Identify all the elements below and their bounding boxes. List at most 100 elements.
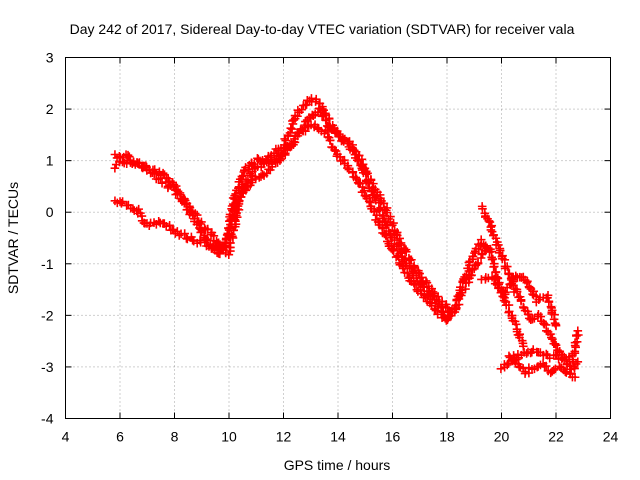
data-point bbox=[511, 320, 521, 329]
data-point bbox=[570, 372, 580, 382]
data-point bbox=[325, 135, 335, 145]
y-tick-label: -3 bbox=[41, 359, 54, 375]
data-point bbox=[234, 196, 244, 206]
data-point bbox=[393, 251, 402, 261]
data-point bbox=[492, 280, 502, 290]
data-point bbox=[110, 163, 120, 173]
data-point bbox=[489, 262, 498, 272]
data-point bbox=[457, 285, 467, 295]
data-point bbox=[320, 129, 329, 138]
data-point bbox=[544, 297, 554, 307]
data-point bbox=[228, 213, 238, 223]
data-point bbox=[297, 105, 306, 115]
x-tick-label: 24 bbox=[603, 429, 619, 445]
data-point bbox=[573, 357, 583, 367]
x-tick-label: 18 bbox=[439, 429, 455, 445]
data-point bbox=[197, 217, 206, 227]
y-tick-label: 0 bbox=[46, 204, 54, 220]
data-point bbox=[180, 229, 189, 238]
x-tick-label: 10 bbox=[221, 429, 237, 445]
x-axis-label: GPS time / hours bbox=[284, 457, 391, 473]
data-point bbox=[484, 216, 494, 226]
data-point bbox=[311, 94, 321, 104]
data-point bbox=[407, 255, 416, 265]
series-track-b bbox=[110, 120, 490, 325]
data-point bbox=[157, 178, 167, 188]
data-point bbox=[464, 258, 474, 267]
data-point bbox=[496, 364, 506, 374]
x-tick-label: 20 bbox=[494, 429, 510, 445]
data-point bbox=[417, 273, 427, 282]
data-point bbox=[401, 247, 411, 257]
data-point bbox=[513, 350, 523, 359]
data-point bbox=[541, 361, 551, 371]
data-point bbox=[494, 240, 503, 250]
y-tick-label: -1 bbox=[41, 256, 54, 272]
data-point bbox=[369, 179, 378, 188]
data-point bbox=[351, 173, 361, 182]
x-tick-label: 6 bbox=[116, 429, 124, 445]
y-tick-label: -4 bbox=[41, 411, 54, 427]
data-point bbox=[546, 333, 556, 342]
data-point bbox=[246, 171, 256, 180]
data-point bbox=[192, 210, 202, 220]
data-point bbox=[165, 181, 175, 190]
data-point bbox=[149, 169, 159, 179]
y-axis-label: SDTVAR / TECUs bbox=[5, 182, 21, 294]
data-point bbox=[156, 173, 165, 183]
data-point bbox=[473, 258, 483, 268]
data-point bbox=[379, 199, 389, 208]
data-point bbox=[505, 269, 514, 278]
data-point bbox=[135, 158, 144, 167]
x-tick-label: 8 bbox=[171, 429, 179, 445]
data-point bbox=[219, 245, 228, 255]
data-point bbox=[565, 361, 575, 371]
x-tick-label: 22 bbox=[548, 429, 564, 445]
data-point bbox=[549, 315, 559, 324]
data-point bbox=[382, 208, 392, 217]
data-point bbox=[501, 288, 510, 297]
data-point bbox=[281, 136, 291, 145]
data-point bbox=[378, 211, 388, 221]
data-point bbox=[388, 245, 397, 255]
data-point bbox=[561, 367, 570, 377]
data-point bbox=[287, 124, 297, 134]
x-tick-label: 14 bbox=[330, 429, 346, 445]
data-point bbox=[427, 284, 436, 293]
data-point bbox=[389, 218, 398, 228]
data-point bbox=[203, 225, 212, 234]
data-point bbox=[300, 120, 309, 130]
data-point bbox=[343, 163, 352, 173]
data-point bbox=[541, 349, 551, 359]
data-point bbox=[398, 264, 408, 273]
data-point bbox=[348, 167, 358, 177]
data-point bbox=[573, 326, 583, 336]
data-point bbox=[467, 270, 476, 280]
data-point bbox=[161, 177, 171, 187]
data-point bbox=[321, 116, 331, 125]
data-point bbox=[550, 339, 560, 349]
data-point bbox=[516, 296, 526, 306]
data-point bbox=[410, 280, 420, 290]
data-point bbox=[402, 268, 412, 278]
y-tick-label: 1 bbox=[46, 153, 54, 169]
y-tick-label: 3 bbox=[46, 50, 54, 66]
data-point bbox=[551, 321, 561, 330]
data-point bbox=[289, 115, 298, 125]
data-point bbox=[312, 123, 322, 133]
data-points bbox=[110, 94, 583, 382]
x-tick-label: 16 bbox=[385, 429, 401, 445]
data-point bbox=[348, 145, 358, 154]
data-point bbox=[480, 246, 490, 256]
data-point bbox=[478, 204, 487, 214]
data-point bbox=[543, 293, 552, 303]
x-tick-label: 12 bbox=[276, 429, 292, 445]
data-point bbox=[441, 300, 451, 309]
series-track-f bbox=[504, 351, 580, 382]
data-point bbox=[523, 277, 532, 286]
data-point bbox=[357, 154, 367, 164]
data-point bbox=[381, 231, 391, 240]
data-point bbox=[251, 174, 261, 184]
